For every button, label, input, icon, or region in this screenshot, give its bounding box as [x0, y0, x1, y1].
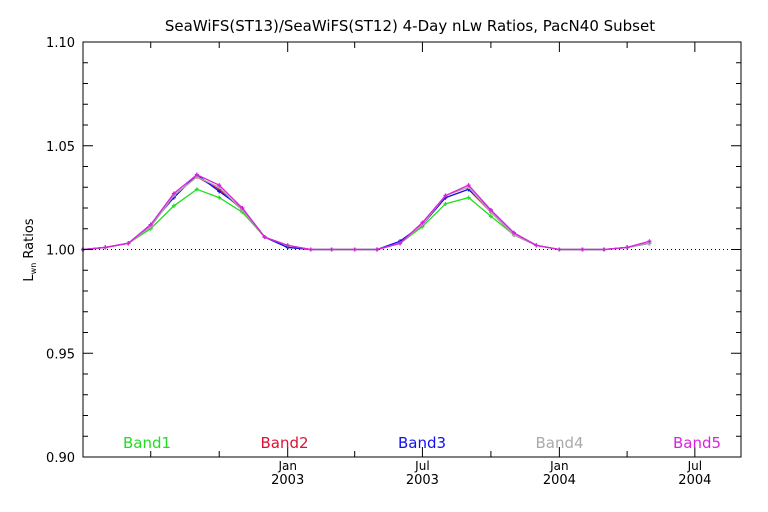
series-point-band5 — [329, 247, 334, 252]
series-point-band5 — [466, 183, 471, 188]
series-layer — [81, 172, 652, 252]
series-point-band5 — [375, 247, 380, 252]
series-point-band5 — [511, 230, 516, 235]
series-point-band5 — [217, 183, 222, 188]
legend-item-band4: Band4 — [535, 434, 583, 452]
series-line-band5 — [82, 174, 650, 251]
series-point-band5 — [602, 247, 607, 252]
series-line-band4 — [82, 176, 650, 251]
x-tick-label-year: 2003 — [406, 473, 439, 488]
series-point-band1 — [466, 195, 471, 200]
series-point-band5 — [443, 193, 448, 198]
series-point-band5 — [557, 247, 562, 252]
series-point-band5 — [420, 220, 425, 225]
x-tick-label-year: 2003 — [271, 473, 304, 488]
series-point-band5 — [285, 243, 290, 248]
series-point-band5 — [534, 243, 539, 248]
series-point-band3 — [217, 189, 222, 194]
y-axis-label: Lwn Ratios — [22, 218, 38, 281]
legend-item-band1: Band1 — [123, 434, 171, 452]
x-tick-label-year: 2004 — [543, 473, 576, 488]
series-point-band5 — [488, 208, 493, 213]
legend-item-band5: Band5 — [673, 434, 721, 452]
series-point-band5 — [352, 247, 357, 252]
y-tick-label: 1.05 — [46, 140, 75, 155]
series-point-band1 — [194, 187, 199, 192]
x-tick-label-month: Jan — [277, 459, 297, 473]
series-point-band5 — [171, 191, 176, 196]
legend-item-band2: Band2 — [260, 434, 308, 452]
x-tick-label-month: Jul — [687, 459, 702, 473]
series-point-band5 — [194, 172, 199, 177]
series-point-band5 — [240, 206, 245, 210]
axes-layer: 0.900.951.001.051.10Jan2003Jul2003Jan200… — [46, 36, 742, 488]
y-tick-label: 1.10 — [46, 36, 75, 51]
y-tick-label: 0.95 — [46, 347, 75, 362]
legend-item-band3: Band3 — [398, 434, 446, 452]
series-point-band5 — [647, 239, 652, 244]
series-point-band5 — [262, 235, 267, 240]
series-point-band1 — [217, 195, 222, 200]
y-tick-label: 0.90 — [46, 451, 75, 466]
series-point-band5 — [580, 247, 585, 252]
x-tick-label-month: Jan — [549, 459, 569, 473]
series-point-band5 — [126, 241, 131, 246]
x-tick-label-month: Jul — [414, 459, 429, 473]
series-line-band2 — [82, 176, 650, 251]
series-point-band5 — [308, 247, 313, 252]
y-tick-label: 1.00 — [46, 244, 75, 259]
legend-layer: Band1 Band2 Band3 Band4 Band5 — [123, 434, 721, 452]
chart-title: SeaWiFS(ST13)/SeaWiFS(ST12) 4-Day nLw Ra… — [165, 17, 655, 35]
series-point-band5 — [625, 245, 630, 250]
series-point-band1 — [171, 203, 176, 208]
series-point-band5 — [103, 245, 108, 250]
series-point-band5 — [148, 222, 153, 227]
series-point-band1 — [443, 201, 448, 206]
series-line-band1 — [82, 188, 650, 251]
series-point-band1 — [488, 214, 493, 219]
series-point-band5 — [398, 241, 403, 246]
x-tick-label-year: 2004 — [678, 473, 711, 488]
